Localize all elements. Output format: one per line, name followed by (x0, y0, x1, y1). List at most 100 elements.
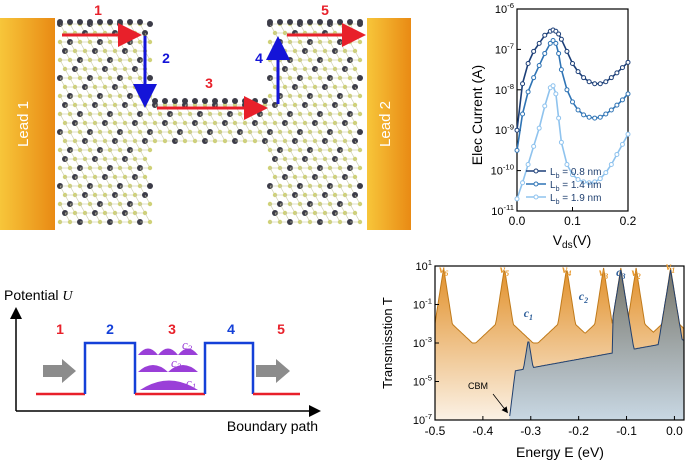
current-legend-label: Lb = 0.8 nm (550, 167, 601, 180)
path-label-5: 5 (321, 2, 329, 18)
current-point (614, 102, 620, 108)
current-point (536, 63, 542, 69)
current-point (564, 48, 570, 54)
current-point (556, 31, 562, 37)
lattice-atom-dark (147, 183, 153, 189)
current-point (619, 141, 625, 147)
transmission-x-tick-label: 0.0 (666, 424, 683, 438)
current-point (525, 89, 531, 95)
transmission-y-tick-label: 10-1 (413, 297, 432, 312)
current-legend-marker (533, 194, 539, 200)
transmission-y-label: Transmisstion T (380, 297, 395, 389)
lead-right (367, 18, 411, 230)
region-label-5: 5 (277, 321, 285, 337)
current-point (597, 114, 603, 120)
lattice-atom-dark (357, 75, 363, 81)
transmission-x-tick-label: -0.4 (473, 424, 494, 438)
state-c3-wave (138, 348, 198, 355)
barrier-2 (83, 341, 137, 394)
current-point (575, 107, 581, 113)
lattice-edge-atom (277, 19, 283, 25)
current-y-label: Elec Current (A) (469, 65, 485, 165)
lead-left (0, 18, 55, 230)
atomic-lattice (57, 19, 363, 225)
cbm-arrow (492, 393, 508, 414)
lattice-edge-atom (317, 19, 323, 25)
lattice-edge-atom (107, 19, 113, 25)
current-point (592, 179, 598, 185)
lattice-edge-atom (262, 98, 268, 104)
current-x-label: Vds(V) (553, 232, 592, 251)
current-point (520, 81, 526, 87)
lattice-atom-light (147, 39, 153, 45)
transmission-x-label: Energy E (eV) (516, 444, 604, 460)
transmission-label-c2: c2 (579, 289, 588, 305)
lattice-edge-atom (192, 98, 198, 104)
device-schematic: Lead 1 Lead 2 1 2 3 4 5 (0, 2, 411, 230)
region-label-2: 2 (106, 321, 114, 337)
current-point (553, 40, 559, 46)
current-point (586, 114, 592, 120)
current-point (547, 40, 553, 46)
transmission-y-tick-label: 10-3 (413, 335, 432, 350)
current-y-tick-label: 10-10 (491, 163, 514, 178)
transmission-label-v3: v3 (599, 265, 608, 281)
current-legend-label: Lb = 1.9 nm (550, 193, 601, 206)
transmission-label-v6: v6 (439, 262, 448, 278)
current-point (603, 79, 609, 85)
path-label-1: 1 (94, 2, 102, 18)
current-point (520, 111, 526, 117)
outgoing-arrow-icon (256, 359, 290, 383)
current-legend-marker (533, 168, 539, 174)
current-point (592, 81, 598, 87)
current-point (608, 107, 614, 113)
current-y-tick-label: 10-11 (491, 203, 514, 218)
transmission-y-tick-label: 101 (415, 258, 432, 273)
lattice-edge-atom (77, 19, 83, 25)
lattice-atom-dark (357, 183, 363, 189)
current-point (542, 50, 548, 56)
lattice-atom-dark (147, 21, 153, 27)
potential-diagram: Potential U Boundary path c3 c2 c1 1 2 3… (4, 287, 321, 434)
current-point (570, 99, 575, 105)
lattice-edge-atom (172, 98, 178, 104)
current-point (570, 61, 575, 67)
lattice-edge-atom (357, 19, 363, 25)
transmission-x-tick-label: -0.2 (568, 424, 589, 438)
current-point (514, 147, 520, 153)
lattice-edge-atom (337, 19, 343, 25)
barrier-4 (203, 341, 255, 394)
lattice-atom-light (147, 219, 153, 225)
current-point (556, 50, 562, 56)
transmission-label-v4: v4 (562, 262, 571, 278)
path-label-3: 3 (205, 75, 213, 91)
transmission-y-tick-label: 10-7 (413, 412, 432, 427)
transmission-chart: 10-7 10-5 10-3 10-1 101 -0.5 -0.4 -0.3 -0.2 -0.1 0… (380, 258, 685, 460)
current-point (625, 59, 631, 65)
lattice-edge-atom (57, 19, 63, 25)
current-point (614, 151, 620, 157)
lattice-edge-atom (162, 98, 168, 104)
current-point (625, 91, 631, 97)
lattice-edge-atom (202, 98, 208, 104)
lattice-edge-atom (242, 98, 248, 104)
current-point (564, 162, 570, 168)
current-point (586, 79, 592, 85)
current-point (619, 65, 625, 71)
lattice-edge-atom (267, 19, 273, 25)
current-point (564, 87, 570, 93)
potential-x-label: Boundary path (227, 418, 318, 434)
potential-y-label: Potential U (4, 287, 73, 304)
lead-right-label: Lead 2 (377, 101, 394, 147)
current-point (586, 180, 592, 186)
lattice-edge-atom (327, 19, 333, 25)
current-point (581, 75, 587, 81)
current-point (531, 143, 537, 149)
lattice-atom-light (147, 57, 153, 63)
transmission-label-c3: c3 (616, 265, 625, 281)
current-point (603, 170, 609, 176)
current-point (531, 48, 537, 54)
current-point (514, 127, 520, 133)
lattice-atom-light (357, 165, 363, 171)
